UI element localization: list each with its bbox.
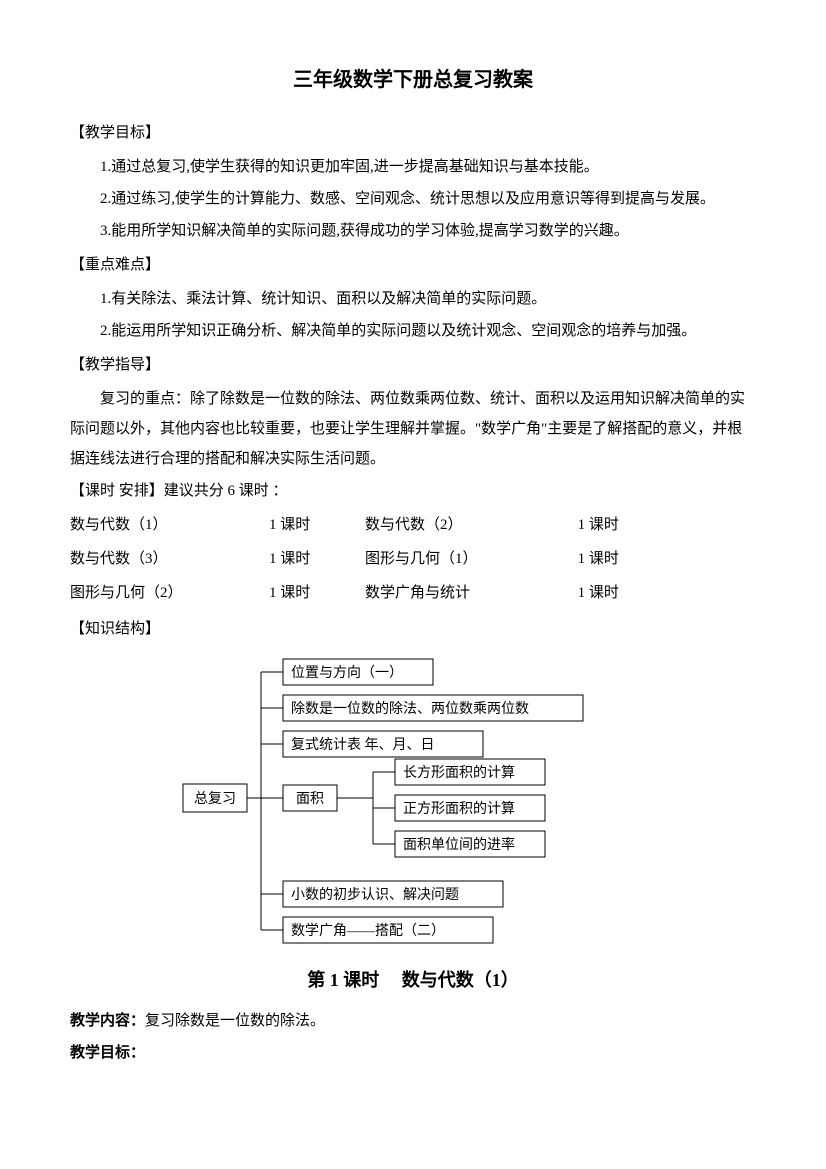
section-struct-head: 【知识结构】	[70, 614, 756, 644]
diagram-node: 小数的初步认识、解决问题	[291, 886, 459, 903]
key-item-2: 2.能运用所学知识正确分析、解决简单的实际问题以及统计观念、空间观念的培养与加强…	[70, 316, 756, 346]
goal-item-2: 2.通过练习,使学生的计算能力、数感、空间观念、统计思想以及应用意识等得到提高与…	[70, 184, 756, 214]
diagram-node: 位置与方向（一）	[291, 665, 403, 681]
lesson-goal-label: 教学目标：	[70, 1038, 756, 1068]
table-row: 数与代数（3） 1 课时 图形与几何（1） 1 课时	[70, 542, 756, 576]
table-row: 数与代数（1） 1 课时 数与代数（2） 1 课时	[70, 508, 756, 542]
diagram-root: 总复习	[194, 790, 236, 807]
key-item-1: 1.有关除法、乘法计算、统计知识、面积以及解决简单的实际问题。	[70, 284, 756, 314]
schedule-cell: 图形与几何（2）	[70, 576, 269, 610]
diagram-node: 除数是一位数的除法、两位数乘两位数	[291, 701, 529, 717]
schedule-cell: 图形与几何（1）	[365, 542, 578, 576]
schedule-cell: 1 课时	[269, 542, 365, 576]
diagram-node: 数学广角——搭配（二）	[291, 923, 445, 939]
section-schedule-head: 【课时 安排】建议共分 6 课时 ：	[70, 476, 756, 506]
page-title: 三年级数学下册总复习教案	[70, 60, 756, 100]
schedule-cell: 1 课时	[269, 508, 365, 542]
lesson-title: 第 1 课时 数与代数（1）	[70, 962, 756, 998]
content-text: 复习除数是一位数的除法。	[145, 1013, 325, 1029]
section-key-head: 【重点难点】	[70, 250, 756, 280]
schedule-cell: 数学广角与统计	[365, 576, 578, 610]
diagram-node: 长方形面积的计算	[403, 765, 515, 781]
table-row: 图形与几何（2） 1 课时 数学广角与统计 1 课时	[70, 576, 756, 610]
diagram-node: 正方形面积的计算	[403, 801, 515, 817]
schedule-cell: 1 课时	[269, 576, 365, 610]
diagram-node: 面积	[296, 791, 324, 807]
diagram-node: 面积单位间的进率	[403, 836, 515, 853]
diagram-node: 复式统计表 年、月、日	[291, 736, 435, 753]
knowledge-diagram: 总复习 位置与方向（一） 除数是一位数的除法、两位数乘两位数 复式统计表 年、月…	[70, 654, 756, 954]
section-guide-head: 【教学指导】	[70, 350, 756, 380]
schedule-cell: 数与代数（1）	[70, 508, 269, 542]
goal-item-1: 1.通过总复习,使学生获得的知识更加牢固,进一步提高基础知识与基本技能。	[70, 152, 756, 182]
schedule-table: 数与代数（1） 1 课时 数与代数（2） 1 课时 数与代数（3） 1 课时 图…	[70, 508, 756, 610]
guide-paragraph: 复习的重点：除了除数是一位数的除法、两位数乘两位数、统计、面积以及运用知识解决简…	[70, 384, 756, 474]
content-label: 教学内容：	[70, 1013, 145, 1029]
schedule-cell: 数与代数（2）	[365, 508, 578, 542]
schedule-cell: 1 课时	[578, 508, 756, 542]
schedule-cell: 1 课时	[578, 542, 756, 576]
schedule-cell: 1 课时	[578, 576, 756, 610]
goal-item-3: 3.能用所学知识解决简单的实际问题,获得成功的学习体验,提高学习数学的兴趣。	[70, 216, 756, 246]
lesson-content-line: 教学内容：复习除数是一位数的除法。	[70, 1006, 756, 1036]
section-goal-head: 【教学目标】	[70, 118, 756, 148]
schedule-cell: 数与代数（3）	[70, 542, 269, 576]
